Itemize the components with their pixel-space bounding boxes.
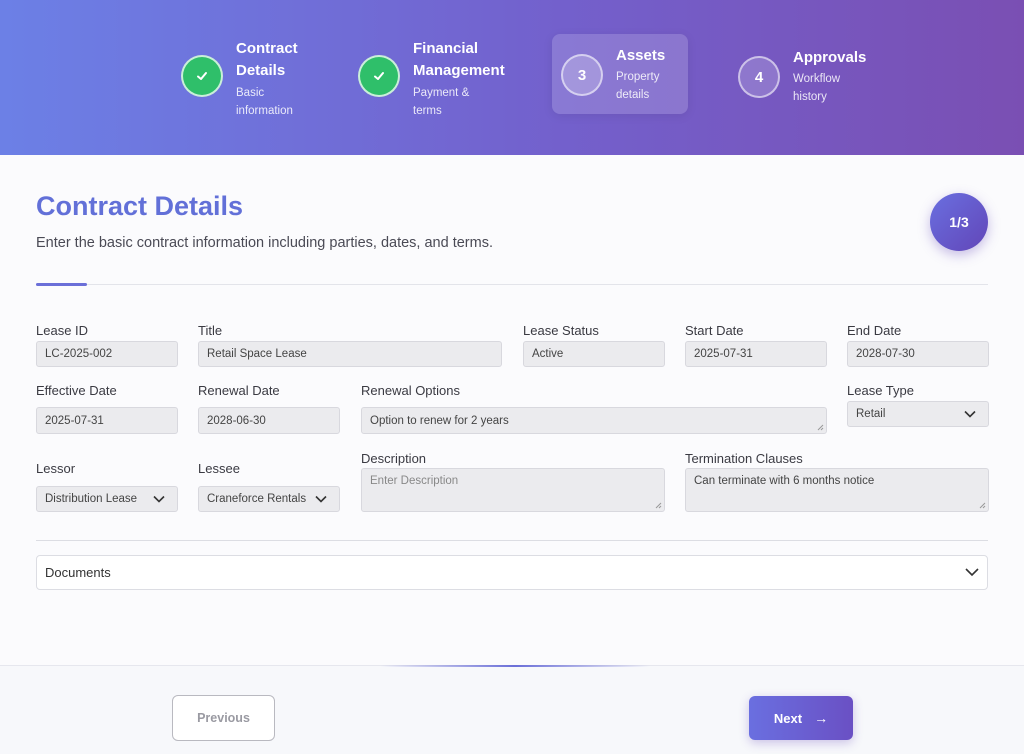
termination-clauses-textarea[interactable]: Can terminate with 6 months notice: [685, 468, 989, 512]
arrow-right-icon: →: [814, 710, 829, 726]
lease-status-input[interactable]: Active: [523, 341, 665, 367]
chevron-down-icon: [965, 568, 979, 577]
chevron-down-icon: [315, 495, 327, 503]
page-description: Enter the basic contract information inc…: [36, 235, 493, 251]
renewal-options-field: Renewal Options: [361, 382, 460, 400]
renewal-options-label: Renewal Options: [361, 383, 460, 398]
footer-accent: [380, 665, 650, 667]
start-date-input[interactable]: 2025-07-31: [685, 341, 827, 367]
step-subtitle: Workflow history: [793, 73, 841, 103]
termination-clauses-value: Can terminate with 6 months notice: [694, 475, 875, 487]
termination-clauses-field: Termination Clauses: [685, 450, 803, 468]
chevron-down-icon: [964, 410, 976, 418]
lessor-label: Lessor: [36, 461, 76, 476]
step-title: Contract Details: [236, 40, 298, 79]
divider: [36, 284, 988, 285]
check-icon: [358, 55, 400, 97]
progress-badge: 1/3: [930, 193, 988, 251]
title-input[interactable]: Retail Space Lease: [198, 341, 502, 367]
step-financial-management[interactable]: Financial Management Payment & terms: [358, 38, 523, 120]
lease-type-value: Retail: [856, 408, 886, 420]
divider-accent: [36, 283, 87, 286]
description-placeholder: Enter Description: [370, 475, 459, 487]
step-approvals[interactable]: 4 Approvals Workflow history: [738, 48, 866, 106]
title-label: Title: [198, 323, 223, 338]
lease-status-label: Lease Status: [523, 323, 599, 338]
renewal-date-label: Renewal Date: [198, 383, 280, 398]
step-title: Financial Management: [413, 40, 505, 79]
description-label: Description: [361, 451, 427, 466]
resize-grip-icon[interactable]: [979, 502, 986, 509]
lessee-field: Lessee: [198, 460, 240, 478]
description-field: Description: [361, 450, 426, 468]
title-field: Title: [198, 322, 222, 340]
resize-grip-icon[interactable]: [817, 424, 824, 431]
start-date-field: Start Date: [685, 322, 744, 340]
step-number-badge: 3: [561, 54, 603, 96]
step-title: Approvals: [793, 49, 867, 66]
lease-id-field: Lease ID: [36, 322, 88, 340]
next-label: Next: [773, 710, 803, 726]
documents-label: Documents: [45, 565, 111, 580]
renewal-options-value: Option to renew for 2 years: [370, 414, 509, 427]
step-title: Assets: [616, 47, 666, 64]
lease-status-field: Lease Status: [523, 322, 599, 340]
termination-clauses-label: Termination Clauses: [685, 451, 803, 466]
step-contract-details[interactable]: Contract Details Basic information: [181, 38, 316, 120]
description-textarea[interactable]: Enter Description: [361, 468, 665, 512]
chevron-down-icon: [153, 495, 165, 503]
lessor-field: Lessor: [36, 460, 75, 478]
end-date-input[interactable]: 2028-07-30: [847, 341, 989, 367]
effective-date-input[interactable]: 2025-07-31: [36, 407, 178, 434]
resize-grip-icon[interactable]: [655, 502, 662, 509]
lessee-label: Lessee: [198, 461, 240, 476]
renewal-date-field: Renewal Date: [198, 382, 280, 400]
lease-type-select[interactable]: Retail: [847, 401, 989, 427]
start-date-label: Start Date: [685, 323, 744, 338]
effective-date-field: Effective Date: [36, 382, 117, 400]
renewal-date-input[interactable]: 2028-06-30: [198, 407, 340, 434]
lease-id-label: Lease ID: [36, 323, 89, 338]
step-assets[interactable]: 3 Assets Property details: [561, 46, 676, 104]
form-panel: Contract Details Enter the basic contrac…: [0, 155, 1024, 665]
stepper-header: Contract Details Basic information Finan…: [0, 0, 1024, 155]
documents-accordion[interactable]: Documents: [36, 555, 988, 590]
section-divider: [36, 540, 988, 541]
page-title: Contract Details: [36, 191, 244, 221]
lessor-value: Distribution Lease: [45, 493, 138, 505]
check-icon: [181, 55, 223, 97]
end-date-label: End Date: [847, 323, 902, 338]
lessee-value: Craneforce Rentals: [207, 493, 307, 505]
lessor-select[interactable]: Distribution Lease: [36, 486, 178, 512]
footer-bar: [0, 665, 1024, 754]
step-number-badge: 4: [738, 56, 780, 98]
lessee-select[interactable]: Craneforce Rentals: [198, 486, 340, 512]
end-date-field: End Date: [847, 322, 901, 340]
lease-type-label: Lease Type: [847, 383, 914, 398]
step-subtitle: Payment & terms: [413, 87, 470, 117]
previous-button[interactable]: Previous: [172, 695, 275, 741]
step-subtitle: Property details: [616, 71, 660, 101]
next-button[interactable]: Next →: [749, 696, 853, 740]
renewal-options-textarea[interactable]: Option to renew for 2 years: [361, 407, 827, 434]
lease-type-field: Lease Type: [847, 382, 914, 400]
lease-id-input[interactable]: LC-2025-002: [36, 341, 178, 367]
effective-date-label: Effective Date: [36, 383, 117, 398]
step-subtitle: Basic information: [236, 87, 293, 117]
